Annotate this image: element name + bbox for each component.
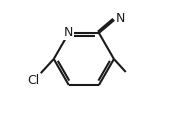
Text: N: N bbox=[64, 26, 74, 39]
Text: N: N bbox=[116, 12, 125, 25]
Text: Cl: Cl bbox=[27, 74, 40, 87]
